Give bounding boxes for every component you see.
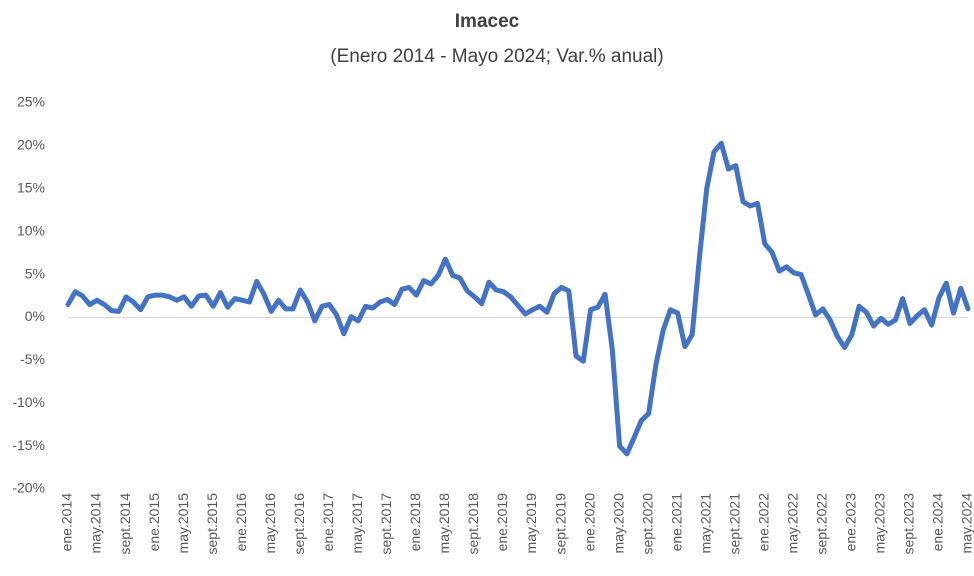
- data-line: [65, 140, 971, 457]
- x-tick-label: may.2024: [959, 493, 974, 554]
- x-tick-label: may.2018: [436, 493, 452, 554]
- x-tick-label: may.2023: [872, 493, 888, 554]
- x-tick-label: ene.2019: [494, 493, 510, 552]
- x-tick-label: may.2020: [610, 493, 626, 554]
- y-tick-label: -5%: [20, 351, 45, 367]
- y-tick-label: 0%: [25, 308, 45, 324]
- x-tick-label: ene.2015: [146, 493, 162, 552]
- x-tick-label: ene.2024: [930, 493, 946, 552]
- x-tick-label: sept.2014: [117, 493, 133, 555]
- x-tick-label: may.2015: [175, 493, 191, 554]
- x-tick-label: may.2016: [262, 493, 278, 554]
- chart-title: Imacec: [455, 11, 520, 32]
- x-tick-label: may.2019: [523, 493, 539, 554]
- x-tick-label: ene.2020: [581, 493, 597, 552]
- y-tick-label: -20%: [12, 480, 45, 496]
- y-tick-label: 15%: [17, 179, 45, 195]
- x-tick-label: ene.2023: [843, 493, 859, 552]
- x-tick-label: sept.2015: [204, 493, 220, 555]
- x-tick-label: may.2021: [697, 493, 713, 554]
- x-tick-label: ene.2018: [407, 493, 423, 552]
- y-tick-label: 20%: [17, 137, 45, 153]
- y-tick-label: -10%: [12, 394, 45, 410]
- x-tick-label: may.2022: [785, 493, 801, 554]
- x-tick-label: ene.2021: [668, 493, 684, 552]
- x-tick-label: ene.2016: [233, 493, 249, 552]
- y-tick-label: 25%: [17, 94, 45, 110]
- x-tick-label: sept.2017: [378, 493, 394, 555]
- x-tick-label: sept.2018: [465, 493, 481, 555]
- x-tick-label: ene.2022: [755, 493, 771, 552]
- x-tick-label: sept.2021: [726, 493, 742, 555]
- x-tick-label: ene.2014: [59, 493, 75, 552]
- chart-subtitle: (Enero 2014 - Mayo 2024; Var.% anual): [330, 46, 663, 67]
- x-tick-label: sept.2020: [639, 493, 655, 555]
- y-tick-label: 10%: [17, 222, 45, 238]
- x-tick-label: sept.2023: [901, 493, 917, 555]
- y-tick-label: -15%: [12, 437, 45, 453]
- x-tick-label: sept.2019: [552, 493, 568, 555]
- x-tick-label: may.2014: [88, 493, 104, 554]
- x-tick-label: may.2017: [349, 493, 365, 554]
- y-tick-label: 5%: [25, 265, 45, 281]
- x-tick-label: ene.2017: [320, 493, 336, 552]
- x-tick-label: sept.2022: [814, 493, 830, 555]
- x-tick-label: sept.2016: [291, 493, 307, 555]
